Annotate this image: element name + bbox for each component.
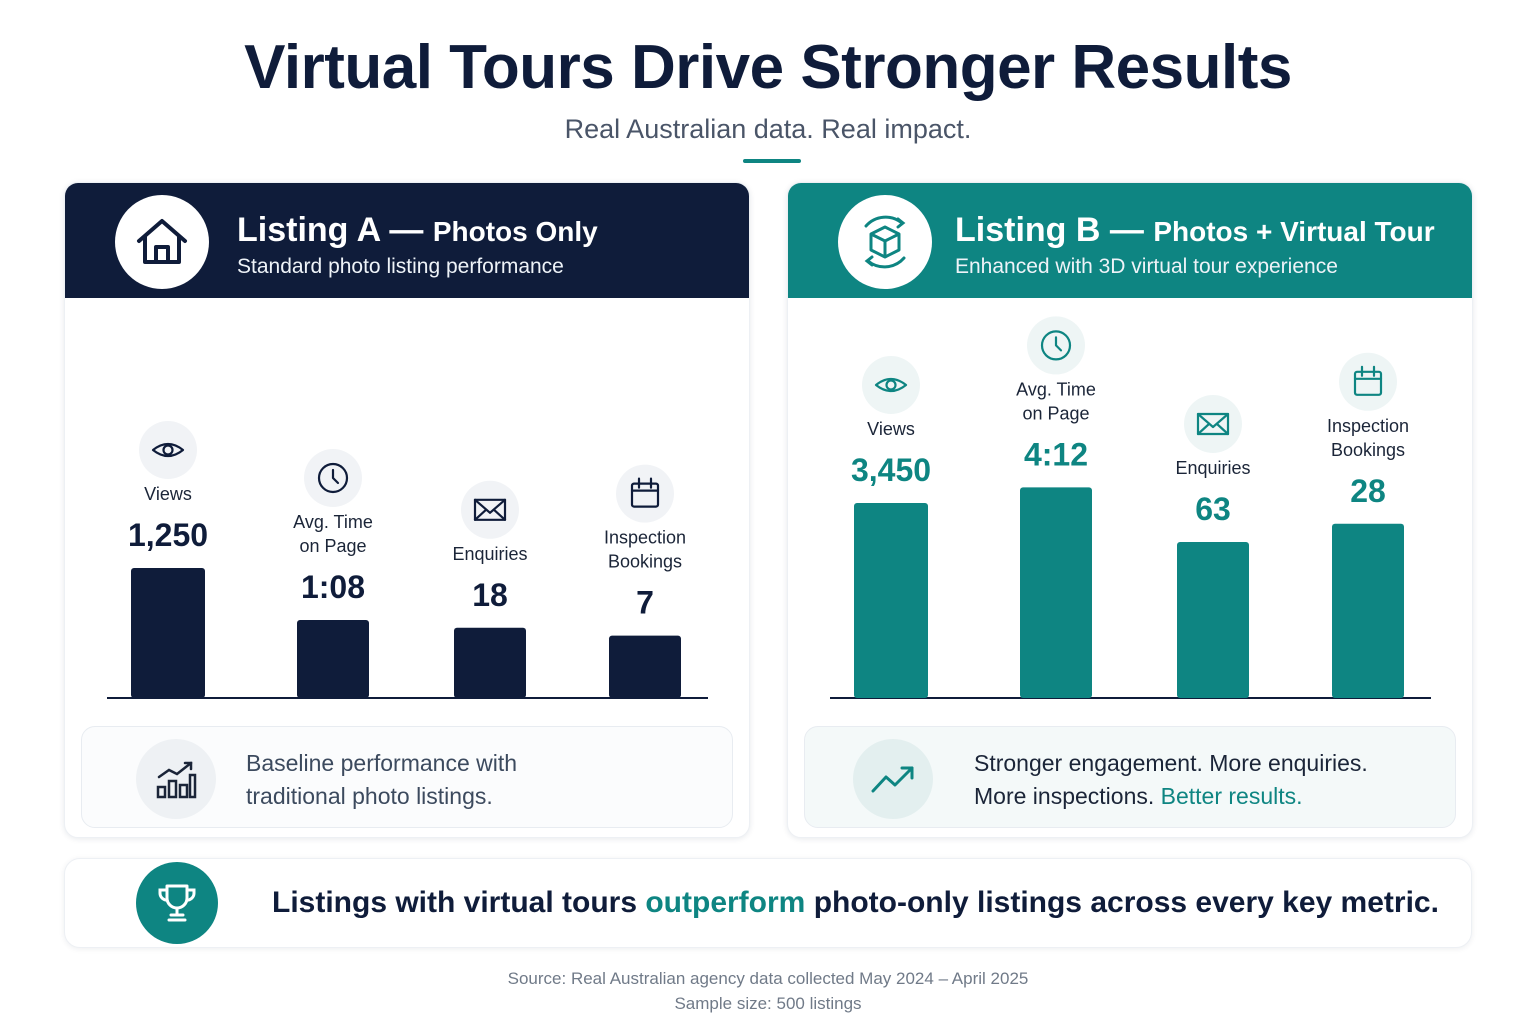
listing-b-views-bar	[854, 503, 928, 698]
calendar-icon	[616, 464, 674, 523]
mail-icon	[1184, 395, 1242, 453]
listing-a-inspection-bookings-value: 7	[636, 585, 654, 621]
source-line: Source: Real Australian agency data coll…	[507, 969, 1029, 988]
listing-a-panel: Listing A — Photos Only Standard photo l…	[64, 182, 750, 838]
listing-b-note-text: Stronger engagement. More enquiries. Mor…	[974, 750, 1368, 809]
listing-a-enquiries-value: 18	[472, 577, 508, 613]
listing-a-inspection-bookings-label: Bookings	[608, 552, 682, 572]
listing-b-avg-time-on-page-bar	[1020, 487, 1092, 698]
listing-b-avg-time-on-page-label: Avg. Time	[1016, 379, 1096, 399]
bar-growth-icon	[136, 739, 216, 819]
clock-icon	[1027, 316, 1085, 375]
listing-a-avg-time-on-page-label: on Page	[299, 536, 366, 556]
listing-b-inspection-bookings-label: Inspection	[1327, 416, 1409, 436]
listing-a-enquiries-bar	[454, 627, 526, 698]
sample-size-line: Sample size: 500 listings	[674, 994, 862, 1013]
listing-a-views-bar	[131, 568, 205, 698]
listing-b-panel: Listing B — Photos + Virtual Tour Enhanc…	[787, 182, 1473, 838]
listing-a-note-text: Baseline performance with traditional ph…	[246, 750, 518, 809]
listing-a-views-label: Views	[144, 484, 192, 504]
listing-b-chart: 3,450 Views 4:12 Avg. Time on Page 63 Enquirie…	[830, 316, 1431, 699]
mail-icon	[461, 480, 519, 539]
summary-banner: Listings with virtual tours outperform p…	[64, 858, 1472, 948]
listing-a-avg-time-on-page-bar	[297, 620, 369, 698]
listing-a-title: Listing A — Photos Only	[237, 211, 598, 249]
listing-a-enquiries-label: Enquiries	[452, 544, 527, 564]
trophy-icon	[136, 862, 218, 944]
listing-b-inspection-bookings-label: Bookings	[1331, 440, 1405, 460]
trend-up-icon	[853, 739, 933, 819]
listing-a-chart: 1,250 Views 1:08 Avg. Time on Page 18 Enquirie…	[107, 421, 708, 699]
listing-b-title: Listing B — Photos + Virtual Tour	[955, 211, 1435, 249]
source-note: Source: Real Australian agency data coll…	[0, 966, 1536, 1016]
listing-b-subtitle: Enhanced with 3D virtual tour experience	[955, 255, 1338, 278]
listing-a-note: Baseline performance with traditional ph…	[81, 726, 733, 828]
listing-b-enquiries-label: Enquiries	[1175, 458, 1250, 478]
listing-b-inspection-bookings-bar	[1332, 523, 1404, 698]
listing-b-views-label: Views	[867, 419, 915, 439]
calendar-icon	[1339, 352, 1397, 411]
clock-icon	[304, 449, 362, 507]
banner-text: Listings with virtual tours outperform p…	[272, 886, 1439, 919]
eye-icon	[862, 356, 920, 414]
title-divider	[743, 159, 801, 163]
listing-a-avg-time-on-page-value: 1:08	[301, 569, 365, 605]
listing-b-avg-time-on-page-label: on Page	[1022, 403, 1089, 423]
eye-icon	[139, 421, 197, 479]
listing-a-avg-time-on-page-label: Avg. Time	[293, 512, 373, 532]
page-title: Virtual Tours Drive Stronger Results	[244, 33, 1292, 102]
listing-a-inspection-bookings-label: Inspection	[604, 528, 686, 548]
listing-b-views-value: 3,450	[851, 452, 931, 488]
listing-b-note: Stronger engagement. More enquiries. Mor…	[804, 726, 1456, 828]
house-icon	[115, 195, 209, 289]
listing-b-inspection-bookings-value: 28	[1350, 473, 1386, 509]
listing-b-enquiries-bar	[1177, 542, 1249, 698]
listing-a-header: Listing A — Photos Only Standard photo l…	[65, 183, 749, 298]
listing-b-avg-time-on-page-value: 4:12	[1024, 436, 1088, 472]
listing-a-subtitle: Standard photo listing performance	[237, 255, 564, 278]
listing-a-inspection-bookings-bar	[609, 635, 681, 698]
page-subtitle: Real Australian data. Real impact.	[564, 114, 972, 144]
3d-cube-icon	[838, 195, 932, 289]
listing-b-header: Listing B — Photos + Virtual Tour Enhanc…	[788, 183, 1472, 298]
listing-a-views-value: 1,250	[128, 517, 208, 553]
listing-b-enquiries-value: 63	[1195, 491, 1231, 527]
